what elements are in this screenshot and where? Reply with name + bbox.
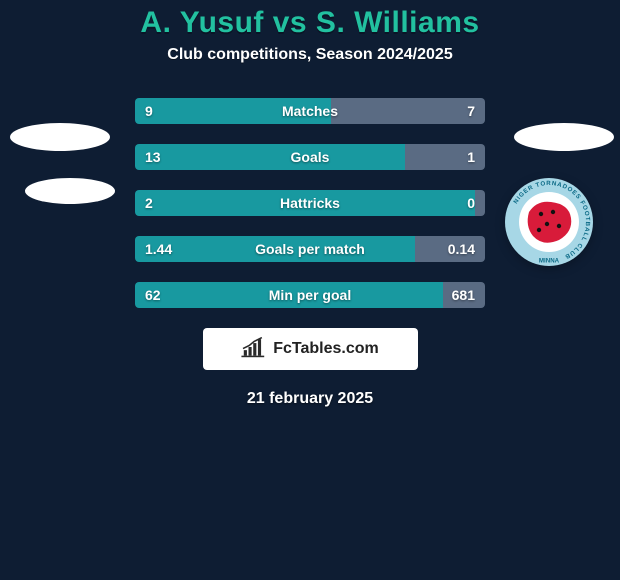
stat-left-segment: 1.44 [135, 236, 415, 262]
stat-right-value: 7 [467, 103, 475, 119]
svg-text:MINNA: MINNA [539, 257, 560, 264]
stats-container: 97Matches131Goals20Hattricks1.440.14Goal… [135, 98, 485, 308]
stat-right-value: 681 [452, 287, 475, 303]
stat-row: 131Goals [135, 144, 485, 170]
comparison-title: A. Yusuf vs S. Williams [0, 0, 620, 40]
bar-chart-icon [241, 336, 267, 363]
stat-right-segment: 7 [331, 98, 485, 124]
stat-right-value: 0.14 [448, 241, 475, 257]
stat-right-segment: 681 [443, 282, 485, 308]
club-badge-ring-text: NIGER TORNADOES FOOTBALL CLUBMINNA [505, 178, 593, 266]
stat-right-segment: 0.14 [415, 236, 485, 262]
stat-left-value: 9 [145, 103, 153, 119]
stat-right-value: 0 [467, 195, 475, 211]
stat-left-value: 2 [145, 195, 153, 211]
decor-ellipse [514, 123, 614, 151]
stat-right-segment: 0 [475, 190, 485, 216]
svg-text:NIGER TORNADOES FOOTBALL CLUB: NIGER TORNADOES FOOTBALL CLUB [512, 180, 591, 260]
club-badge: NIGER TORNADOES FOOTBALL CLUBMINNA [505, 178, 593, 266]
stat-right-value: 1 [467, 149, 475, 165]
branding-text: FcTables.com [273, 340, 379, 358]
branding-box: FcTables.com [203, 328, 418, 370]
stat-left-value: 1.44 [145, 241, 172, 257]
stat-left-value: 13 [145, 149, 161, 165]
generation-date: 21 february 2025 [0, 390, 620, 408]
stat-left-value: 62 [145, 287, 161, 303]
stat-left-segment: 13 [135, 144, 405, 170]
stat-left-segment: 62 [135, 282, 443, 308]
stat-row: 62681Min per goal [135, 282, 485, 308]
decor-ellipse [10, 123, 110, 151]
decor-ellipse [25, 178, 115, 204]
stat-row: 97Matches [135, 98, 485, 124]
stat-row: 1.440.14Goals per match [135, 236, 485, 262]
stat-row: 20Hattricks [135, 190, 485, 216]
comparison-subtitle: Club competitions, Season 2024/2025 [0, 46, 620, 64]
stat-left-segment: 2 [135, 190, 475, 216]
stat-right-segment: 1 [405, 144, 486, 170]
stat-left-segment: 9 [135, 98, 331, 124]
